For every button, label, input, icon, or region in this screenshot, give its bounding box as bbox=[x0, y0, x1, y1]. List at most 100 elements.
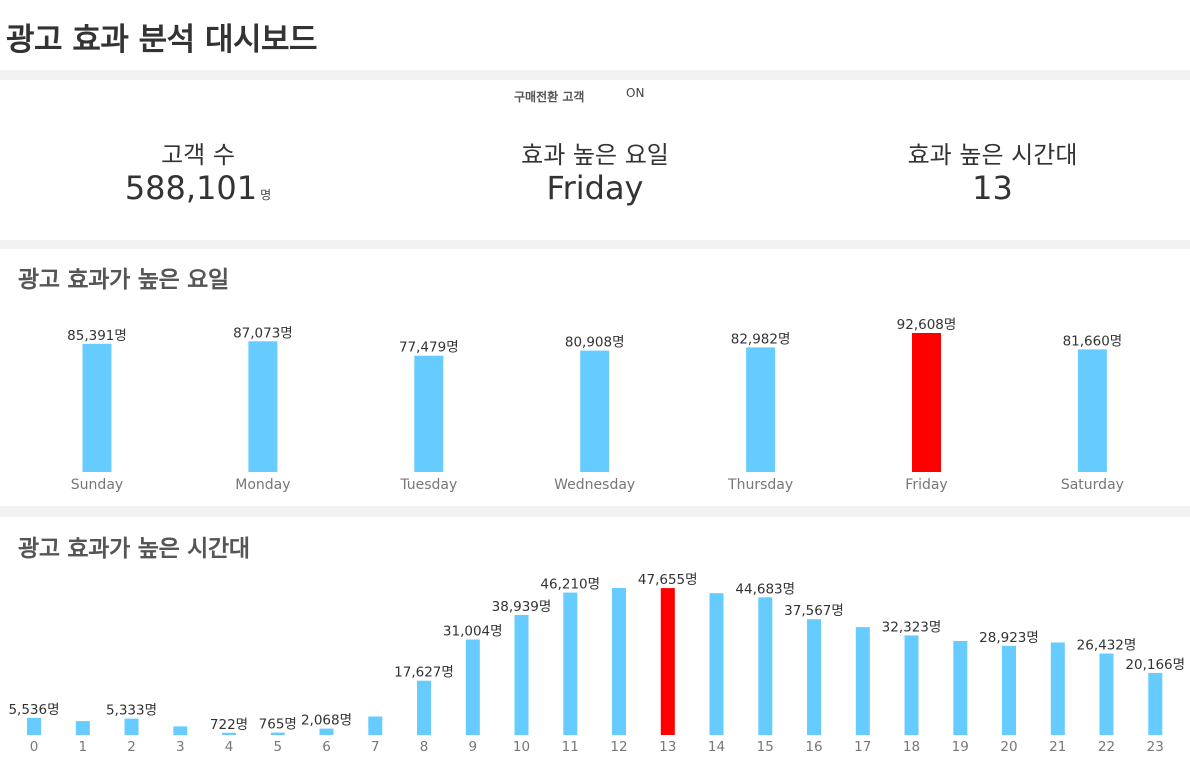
bar bbox=[746, 347, 776, 472]
separator bbox=[0, 70, 1190, 80]
x-tick-label: 5 bbox=[273, 739, 282, 755]
bar bbox=[75, 721, 90, 735]
x-tick-label: Friday bbox=[905, 477, 947, 493]
separator bbox=[0, 240, 1190, 249]
data-label: 31,004명 bbox=[443, 624, 503, 640]
bar bbox=[465, 639, 480, 735]
bar bbox=[417, 680, 431, 735]
page-title: 광고 효과 분석 대시보드 bbox=[6, 22, 318, 58]
bar bbox=[758, 597, 773, 735]
x-tick-label: 22 bbox=[1098, 739, 1115, 755]
x-tick-label: 6 bbox=[322, 739, 331, 755]
kpi-best-day-label: 효과 높은 요일 bbox=[521, 141, 669, 169]
bar bbox=[612, 588, 626, 735]
data-label: 32,323명 bbox=[882, 619, 942, 635]
kpi-customers-label: 고객 수 bbox=[161, 141, 235, 169]
x-tick-label: 19 bbox=[952, 739, 969, 755]
x-tick-label: Thursday bbox=[727, 477, 793, 493]
highlight-bar bbox=[660, 588, 675, 735]
x-tick-label: 18 bbox=[903, 739, 920, 755]
data-label: 38,939명 bbox=[492, 599, 552, 615]
data-label: 87,073명 bbox=[233, 325, 293, 341]
kpi-customers-unit: 명 bbox=[260, 188, 272, 202]
kpi-customers: 고객 수 588,101 명 bbox=[98, 140, 298, 213]
x-tick-label: 7 bbox=[371, 739, 380, 755]
x-tick-label: 14 bbox=[708, 739, 725, 755]
x-tick-label: 1 bbox=[78, 739, 87, 755]
bar bbox=[904, 635, 919, 735]
bar bbox=[807, 619, 821, 735]
data-label: 81,660명 bbox=[1063, 333, 1123, 349]
data-label: 80,908명 bbox=[565, 335, 625, 351]
kpi-best-hour-label: 효과 높은 시간대 bbox=[907, 141, 1078, 169]
bar bbox=[953, 641, 968, 735]
x-tick-label: Monday bbox=[235, 477, 290, 493]
bar bbox=[319, 728, 334, 735]
data-label: 46,210명 bbox=[540, 577, 600, 593]
bar bbox=[1148, 672, 1163, 735]
data-label: 28,923명 bbox=[979, 630, 1039, 646]
bar bbox=[514, 615, 529, 735]
weekday-bar-chart: 85,391명 Sunday 87,073명 Monday 77,479명 Tuesday… bbox=[67, 317, 1124, 493]
highlight-bar bbox=[912, 333, 941, 472]
data-label: 20,166명 bbox=[1125, 657, 1185, 673]
kpi-best-day-value: Friday bbox=[546, 169, 644, 207]
data-label: 85,391명 bbox=[67, 328, 127, 344]
x-tick-label: 23 bbox=[1147, 739, 1164, 755]
weekday-chart-title: 광고 효과가 높은 요일 bbox=[18, 267, 229, 293]
kpi-customers-value-row: 588,101 명 bbox=[98, 170, 298, 213]
hourly-chart-title: 광고 효과가 높은 시간대 bbox=[18, 536, 250, 562]
header: 광고 효과 분석 대시보드 bbox=[0, 0, 1190, 70]
x-tick-label: 20 bbox=[1000, 739, 1017, 755]
x-tick-label: Sunday bbox=[71, 477, 123, 493]
bar bbox=[563, 592, 578, 735]
x-tick-label: Saturday bbox=[1061, 477, 1124, 493]
x-tick-label: Tuesday bbox=[399, 477, 457, 493]
data-label: 765명 bbox=[259, 717, 297, 733]
data-label: 5,536명 bbox=[8, 702, 59, 718]
x-tick-label: 3 bbox=[176, 739, 185, 755]
bar bbox=[1077, 349, 1107, 472]
bar bbox=[82, 343, 112, 472]
filter-toggle[interactable]: ON bbox=[626, 86, 645, 100]
data-label: 722명 bbox=[210, 717, 248, 733]
bar bbox=[855, 627, 870, 735]
kpi-best-day: 효과 높은 요일 Friday bbox=[480, 140, 710, 206]
kpi-best-hour: 효과 높은 시간대 13 bbox=[870, 140, 1115, 206]
x-tick-label: 12 bbox=[610, 739, 627, 755]
data-label: 47,655명 bbox=[638, 572, 698, 588]
kpi-best-hour-value: 13 bbox=[972, 169, 1013, 207]
x-tick-label: 16 bbox=[805, 739, 822, 755]
x-tick-label: 13 bbox=[659, 739, 676, 755]
data-label: 92,608명 bbox=[897, 317, 957, 333]
x-tick-label: 11 bbox=[562, 739, 579, 755]
x-tick-label: 0 bbox=[30, 739, 39, 755]
data-label: 77,479명 bbox=[399, 340, 459, 356]
filter-label: 구매전환 고객 bbox=[514, 90, 585, 104]
bar bbox=[580, 350, 610, 472]
data-label: 5,333명 bbox=[106, 703, 157, 719]
bar bbox=[414, 355, 444, 472]
data-label: 26,432명 bbox=[1077, 638, 1137, 654]
x-tick-label: 4 bbox=[225, 739, 234, 755]
x-tick-label: 2 bbox=[127, 739, 136, 755]
bar bbox=[1099, 653, 1114, 735]
kpi-customers-value: 588,101 bbox=[124, 169, 258, 207]
bar bbox=[124, 718, 139, 735]
x-tick-label: 9 bbox=[468, 739, 477, 755]
data-label: 17,627명 bbox=[394, 665, 454, 681]
bar bbox=[1002, 645, 1016, 735]
bar bbox=[368, 716, 383, 735]
x-tick-label: 17 bbox=[854, 739, 871, 755]
x-tick-label: 8 bbox=[420, 739, 429, 755]
bar bbox=[173, 726, 188, 735]
separator bbox=[0, 506, 1190, 517]
bar bbox=[270, 732, 285, 735]
x-tick-label: 10 bbox=[513, 739, 530, 755]
x-tick-label: 15 bbox=[757, 739, 774, 755]
data-label: 44,683명 bbox=[735, 581, 795, 597]
bar bbox=[27, 717, 41, 735]
x-tick-label: 21 bbox=[1049, 739, 1066, 755]
data-label: 2,068명 bbox=[301, 713, 352, 729]
